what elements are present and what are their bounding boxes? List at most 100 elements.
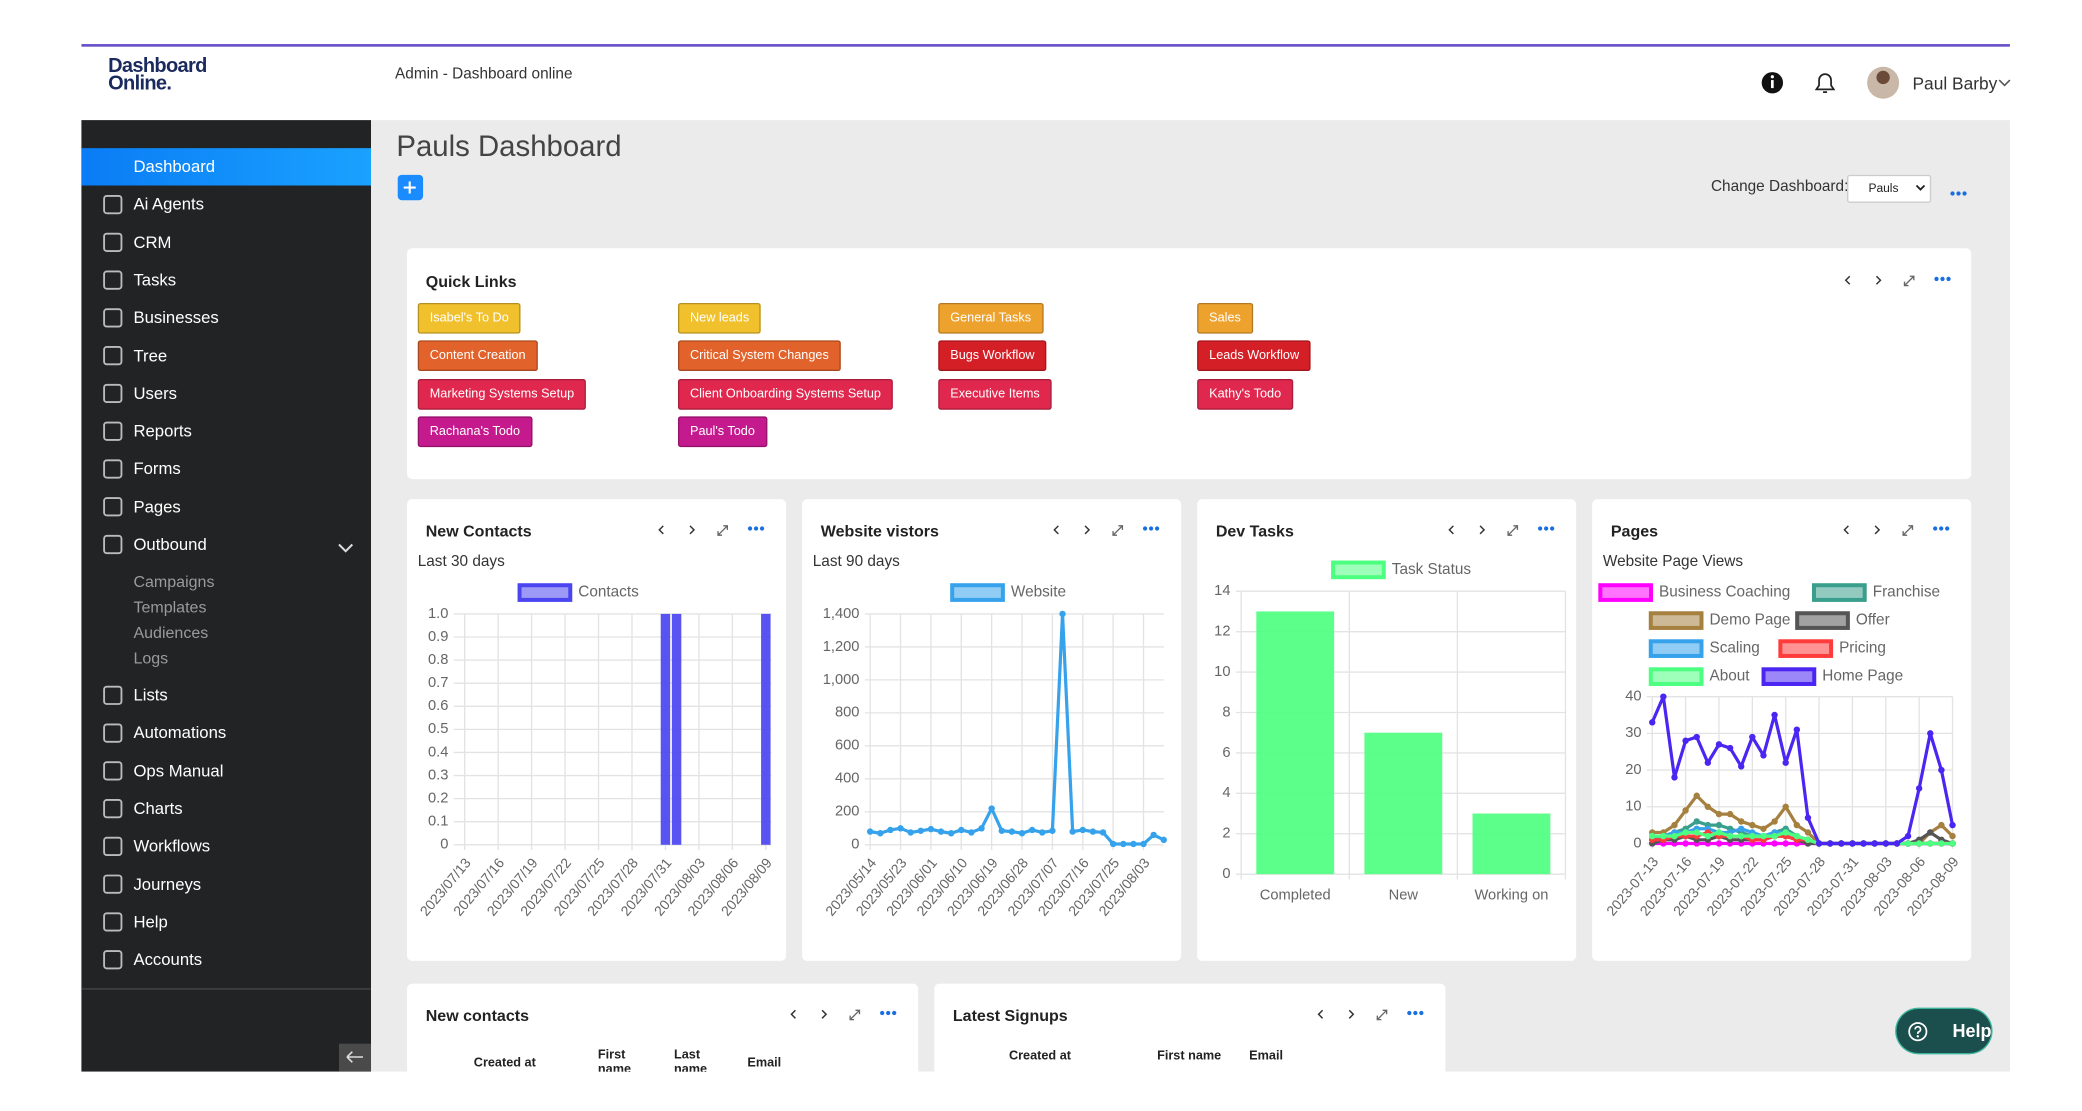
quick-link[interactable]: Rachana's Todo xyxy=(417,416,533,448)
point xyxy=(1109,840,1117,848)
quick-link[interactable]: Marketing Systems Setup xyxy=(417,378,587,410)
sidebar-item[interactable]: Tasks xyxy=(133,270,177,290)
quick-link[interactable]: Kathy's Todo xyxy=(1197,378,1294,410)
point xyxy=(1069,828,1076,835)
sidebar-item[interactable]: Charts xyxy=(133,799,183,818)
sidebar-item[interactable]: Businesses xyxy=(133,308,219,328)
sidebar-item[interactable]: Ai Agents xyxy=(133,195,204,214)
logo[interactable]: Dashboard Online. xyxy=(108,56,207,93)
quick-links: Isabel's To Do New leads General Tasks Sale… xyxy=(417,302,1486,455)
y-tick-label: 14 xyxy=(1214,583,1230,599)
sidebar-item[interactable]: Outbound xyxy=(133,535,207,554)
expand-icon xyxy=(1902,525,1914,536)
line xyxy=(1650,695,1955,846)
quick-link[interactable]: Paul's Todo xyxy=(677,416,767,448)
point xyxy=(1738,763,1745,770)
bar xyxy=(660,613,671,845)
chevron xyxy=(1998,79,2011,87)
more-dot xyxy=(1154,526,1160,531)
y-tick-label: 400 xyxy=(835,771,859,787)
next-icon xyxy=(689,525,696,535)
y-tick-label: 0.3 xyxy=(428,767,448,783)
legend-label: Task Status xyxy=(1392,561,1472,578)
quick-link[interactable]: Executive Items xyxy=(938,378,1052,410)
prev-icon xyxy=(1844,275,1851,285)
sidebar-item[interactable]: Tree xyxy=(133,346,168,366)
active-highlight xyxy=(81,148,372,186)
point xyxy=(1671,832,1678,840)
sidebar-subitem[interactable]: Audiences xyxy=(133,623,209,642)
sidebar-subitem[interactable]: Campaigns xyxy=(133,572,215,592)
info-icon[interactable] xyxy=(1761,72,1784,94)
card-title: Dev Tasks xyxy=(1215,521,1294,541)
sidebar-item[interactable]: CRM xyxy=(133,233,172,252)
sidebar xyxy=(81,120,372,1072)
bell-icon[interactable] xyxy=(1814,73,1836,93)
legend-swatch xyxy=(1795,611,1850,630)
more-dots[interactable] xyxy=(1950,191,1967,196)
sidebar-item[interactable]: Automations xyxy=(133,723,227,743)
y-tick-label: 1.0 xyxy=(428,606,448,622)
sidebar-item[interactable]: Lists xyxy=(133,685,168,705)
sidebar-item[interactable]: Accounts xyxy=(133,950,203,970)
point xyxy=(1760,832,1767,840)
y-tick-label: 0.8 xyxy=(428,652,448,668)
quick-link[interactable]: New leads xyxy=(677,302,762,334)
table-header: Created at xyxy=(473,1055,536,1070)
sidebar-item[interactable]: Dashboard xyxy=(133,157,216,177)
help-button[interactable]: Help xyxy=(1896,1008,1992,1053)
point xyxy=(998,827,1005,834)
sidebar-subitem[interactable]: Templates xyxy=(133,597,207,617)
point xyxy=(1160,836,1167,844)
point xyxy=(1782,840,1789,847)
quick-link[interactable]: Critical System Changes xyxy=(677,340,841,372)
point xyxy=(1849,840,1856,847)
quick-links-card xyxy=(407,248,1972,480)
card-subtitle: Website Page Views xyxy=(1602,553,1744,570)
quick-link-cell: New leads xyxy=(677,302,938,341)
sidebar-item[interactable]: Ops Manual xyxy=(133,761,224,781)
point xyxy=(1760,752,1767,759)
quick-link[interactable]: Bugs Workflow xyxy=(938,340,1047,372)
point xyxy=(1130,840,1137,848)
quick-link[interactable]: Sales xyxy=(1197,302,1253,334)
y-tick-label: 6 xyxy=(1222,745,1230,761)
point xyxy=(1815,840,1823,847)
quick-link-cell: Executive Items xyxy=(938,378,1197,417)
quick-link[interactable]: Isabel's To Do xyxy=(417,302,521,334)
point xyxy=(1882,840,1889,847)
point xyxy=(978,825,985,832)
sidebar-subitem[interactable]: Logs xyxy=(133,648,169,668)
sidebar-item[interactable]: Users xyxy=(133,384,178,403)
next-icon xyxy=(1084,525,1091,535)
next-icon xyxy=(1875,275,1882,285)
sidebar-item[interactable]: Pages xyxy=(133,497,181,517)
dashboard-select[interactable]: Pauls xyxy=(1847,174,1932,203)
y-tick-label: 0.4 xyxy=(428,744,448,760)
point xyxy=(1771,832,1778,840)
y-tick-label: 0.2 xyxy=(428,790,448,806)
sidebar-icon xyxy=(103,836,123,857)
point xyxy=(1782,829,1789,836)
sidebar-item[interactable]: Workflows xyxy=(133,837,211,856)
legend-label: Demo Page xyxy=(1709,612,1790,629)
quick-link-cell: Bugs Workflow xyxy=(938,340,1197,379)
point xyxy=(1726,744,1734,752)
y-tick-label: 0 xyxy=(440,837,448,853)
breadcrumb: Admin - Dashboard online xyxy=(395,66,573,83)
sidebar-item[interactable]: Help xyxy=(133,912,168,932)
legend-label: Franchise xyxy=(1873,584,1940,601)
sidebar-item[interactable]: Reports xyxy=(133,421,192,441)
user-name[interactable]: Paul Barby xyxy=(1912,73,1998,94)
quick-link[interactable]: Client Onboarding Systems Setup xyxy=(677,378,893,410)
legend-label: Home Page xyxy=(1822,668,1903,685)
quick-link[interactable]: Content Creation xyxy=(417,340,538,372)
bar xyxy=(1256,611,1335,875)
sidebar-item[interactable]: Forms xyxy=(133,459,181,479)
sidebar-icon xyxy=(103,232,123,252)
sidebar-item[interactable]: Journeys xyxy=(133,874,202,894)
more-dot xyxy=(1934,276,1939,282)
quick-link[interactable]: Leads Workflow xyxy=(1197,340,1312,372)
quick-link[interactable]: General Tasks xyxy=(938,302,1044,334)
more-dot xyxy=(1939,526,1944,531)
